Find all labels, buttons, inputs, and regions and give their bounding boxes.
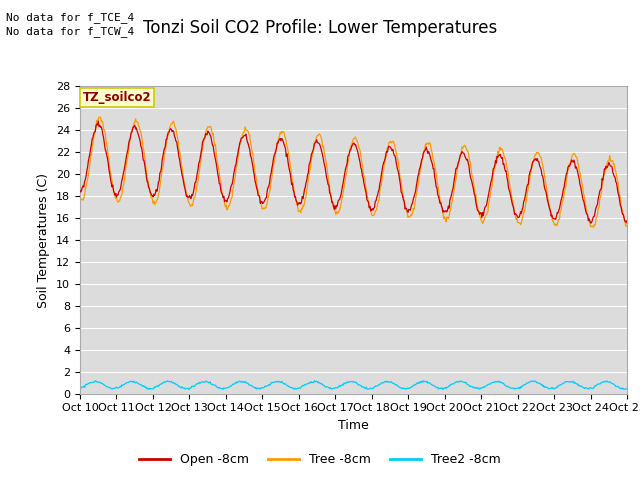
X-axis label: Time: Time (338, 419, 369, 432)
Text: Tonzi Soil CO2 Profile: Lower Temperatures: Tonzi Soil CO2 Profile: Lower Temperatur… (143, 19, 497, 37)
Legend: Open -8cm, Tree -8cm, Tree2 -8cm: Open -8cm, Tree -8cm, Tree2 -8cm (134, 448, 506, 471)
Text: No data for f_TCW_4: No data for f_TCW_4 (6, 26, 134, 37)
Text: TZ_soilco2: TZ_soilco2 (83, 91, 152, 104)
Text: No data for f_TCE_4: No data for f_TCE_4 (6, 12, 134, 23)
Y-axis label: Soil Temperatures (C): Soil Temperatures (C) (38, 172, 51, 308)
